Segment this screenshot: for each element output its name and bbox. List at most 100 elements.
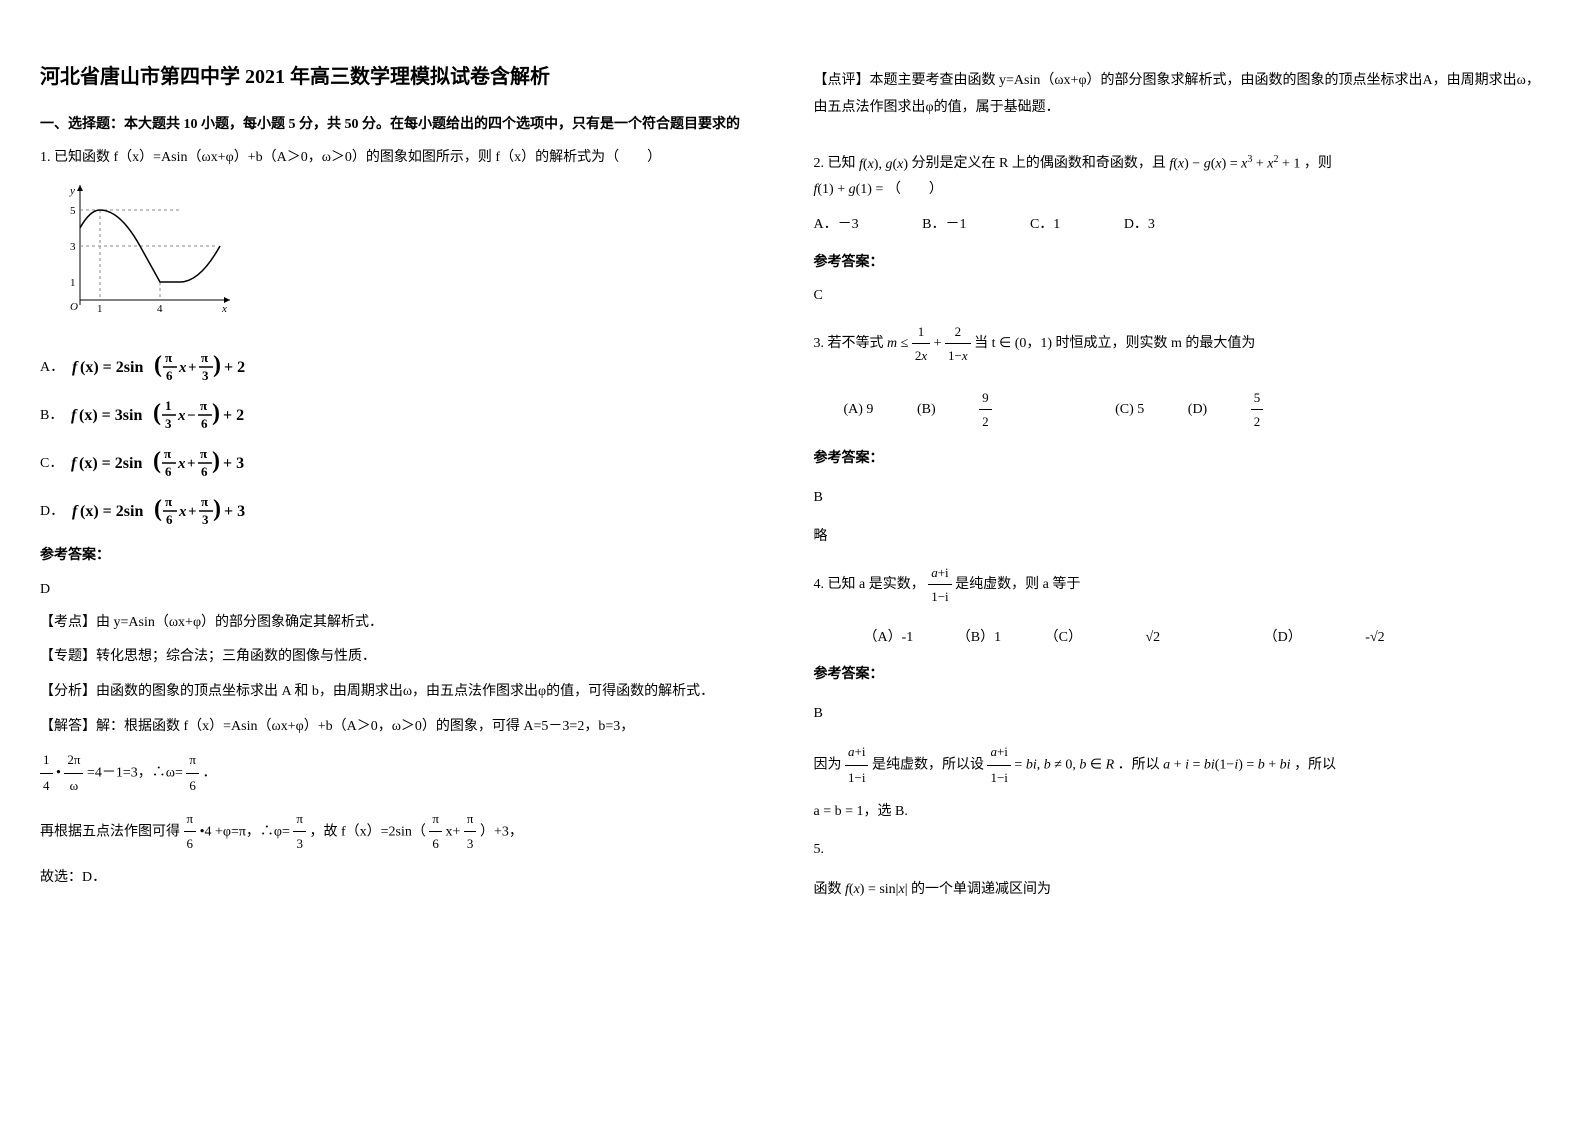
section-1-header: 一、选择题：本大题共 10 小题，每小题 5 分，共 50 分。在每小题给出的四…: [40, 113, 774, 133]
svg-text:(x) = 2sin: (x) = 2sin: [79, 455, 142, 472]
svg-text:x: x: [178, 504, 187, 520]
q1-comment: 【点评】本题主要考查由函数 y=Asin（ωx+φ）的部分图象求解析式，由函数的…: [814, 68, 1548, 121]
q1-optA-formula: f (x) = 2sin ( π 6 x + π 3 ) + 2: [72, 347, 262, 387]
svg-text:f: f: [71, 407, 78, 424]
svg-text:π: π: [201, 494, 208, 509]
q1-analysis-1: 【考点】由 y=Asin（ωx+φ）的部分图象确定其解析式．: [40, 610, 774, 637]
q4-choices: （A）-1 （B）1 （C） √2 （D） -√2: [864, 625, 1548, 650]
question-3: 3. 若不等式 m ≤ 12x + 21−x 当 t ∈ (0，1) 时恒成立，…: [814, 320, 1548, 549]
document-title: 河北省唐山市第四中学 2021 年高三数学理模拟试卷含解析: [40, 60, 774, 89]
q1-analysis-7: 故选：D．: [40, 865, 774, 892]
q3-suffix: 当 t ∈ (0，1) 时恒成立，则实数 m 的最大值为: [974, 336, 1255, 351]
times-4: •4: [200, 824, 212, 839]
q1-a6-mid3: x+: [445, 824, 463, 839]
q3-optB-prefix: (B): [917, 397, 936, 422]
q4-optA: （A）-1: [864, 625, 914, 650]
svg-text:3: 3: [202, 368, 209, 383]
svg-text:6: 6: [166, 512, 173, 527]
frac-5-2: 52: [1251, 386, 1304, 434]
svg-text:3: 3: [165, 416, 172, 431]
q3-optD-prefix: (D): [1188, 397, 1207, 422]
q5-prefix: 函数: [814, 882, 846, 897]
q1-a5-suffix: =4－1=3，∴ω=: [87, 766, 186, 781]
q1-optB-formula: f (x) = 3sin ( 1 3 x − π 6 ) + 2: [71, 395, 261, 435]
q3-optD: (D) 52: [1188, 386, 1343, 434]
q3-answer-label: 参考答案：: [814, 446, 1548, 471]
q4-optD: （D） -√2: [1264, 625, 1445, 650]
neg-sqrt2: -√2: [1365, 625, 1384, 650]
q4-solution: 因为 a+i1−i 是纯虚数，所以设 a+i1−i = bi, b ≠ 0, b…: [814, 740, 1548, 790]
q4-optB: （B）1: [957, 625, 1001, 650]
q1-option-a: A． f (x) = 2sin ( π 6 x + π 3 ) + 2: [40, 347, 774, 387]
right-column: 【点评】本题主要考查由函数 y=Asin（ωx+φ）的部分图象求解析式，由函数的…: [814, 60, 1548, 1062]
svg-text:+ 3: + 3: [224, 503, 245, 520]
q2-stem: 2. 已知 f(x), g(x) 分别是定义在 R 上的偶函数和奇函数，且 f(…: [814, 151, 1548, 177]
q4-optC: （C） √2: [1045, 625, 1221, 650]
q4-stem: 4. 已知 a 是实数， a+i1−i 是纯虚数，则 a 等于: [814, 561, 1548, 609]
svg-text:6: 6: [165, 464, 172, 479]
q4-suffix: 是纯虚数，则 a 等于: [955, 577, 1080, 592]
svg-text:O: O: [70, 301, 78, 313]
svg-text:+ 2: + 2: [223, 407, 244, 424]
svg-text:π: π: [165, 494, 172, 509]
q2-choices: A．－3 B．－1 C．1 D．3: [814, 212, 1548, 237]
q1-analysis-5: 14 • 2πω =4－1=3，∴ω= π6 ．: [40, 748, 774, 798]
q1-optB-label: B．: [40, 403, 63, 428]
q1-stem: 1. 已知函数 f（x）=Asin（ωx+φ）+b（A＞0，ω＞0）的图象如图所…: [40, 145, 774, 170]
svg-text:f: f: [72, 359, 79, 376]
q2-optD: D．3: [1124, 212, 1155, 237]
svg-text:): ): [212, 448, 220, 474]
svg-text:): ): [212, 400, 220, 426]
svg-text:6: 6: [166, 368, 173, 383]
svg-text:−: −: [187, 408, 196, 424]
q1-optC-label: C．: [40, 451, 63, 476]
frac-pi-3-a: π3: [293, 807, 306, 857]
svg-text:π: π: [165, 350, 172, 365]
q2-stem-line2: f(1) + g(1) = （ ）: [814, 177, 1548, 202]
frac-pi-6-b: π6: [184, 807, 197, 857]
svg-text:3: 3: [202, 512, 209, 527]
q1-optD-label: D．: [40, 499, 64, 524]
q2-eq: f(x) − g(x) = x3 + x2 + 1: [1169, 151, 1300, 177]
q4-sol-mid1: 是纯虚数，所以设: [872, 758, 988, 773]
q2-f1g1: f(1) + g(1): [814, 177, 872, 202]
q4-sol-mid3: ，所以: [1294, 758, 1336, 773]
svg-text:6: 6: [201, 464, 208, 479]
q2-optC: C．1: [1030, 212, 1060, 237]
q1-answer: D: [40, 577, 774, 602]
q2-answer-label: 参考答案：: [814, 250, 1548, 275]
q3-optC: (C) 5: [1115, 397, 1144, 422]
svg-text:π: π: [164, 446, 171, 461]
q4-prefix: 4. 已知 a 是实数，: [814, 577, 925, 592]
q3-choices: (A) 9 (B) 92 (C) 5 (D) 52: [844, 386, 1548, 434]
q3-note: 略: [814, 524, 1548, 549]
svg-text:x: x: [177, 408, 186, 424]
svg-text:1: 1: [165, 398, 172, 413]
svg-text:1: 1: [97, 303, 103, 315]
q4-sol-prefix: 因为: [814, 758, 846, 773]
svg-text:(x) = 2sin: (x) = 2sin: [80, 359, 143, 376]
frac-9-2: 92: [979, 386, 1032, 434]
q3-stem: 3. 若不等式 m ≤ 12x + 21−x 当 t ∈ (0，1) 时恒成立，…: [814, 320, 1548, 368]
q1-optA-label: A．: [40, 355, 64, 380]
svg-text:6: 6: [201, 416, 208, 431]
question-5: 5. 函数 f(x) = sin|x| 的一个单调递减区间为: [814, 837, 1548, 902]
q1-analysis-6: 再根据五点法作图可得 π6 •4 +φ=π，∴φ= π3 ，故 f（x）=2si…: [40, 807, 774, 857]
svg-text:1: 1: [70, 277, 76, 289]
q3-optB: (B) 92: [917, 386, 1072, 434]
q4-optD-prefix: （D）: [1264, 625, 1302, 650]
q2-prefix: 2. 已知: [814, 156, 856, 171]
svg-text:5: 5: [70, 205, 76, 217]
question-1: 1. 已知函数 f（x）=Asin（ωx+φ）+b（A＞0，ω＞0）的图象如图所…: [40, 145, 774, 891]
q1-a6-mid2: ，故 f（x）=2sin（: [309, 824, 425, 839]
q1-a6-prefix: 再根据五点法作图可得: [40, 824, 184, 839]
q4-solution-2: a = b = 1，选 B.: [814, 799, 1548, 826]
q2-optB: B．－1: [922, 212, 966, 237]
svg-text:+ 3: + 3: [223, 455, 244, 472]
q1-analysis-4: 【解答】解：根据函数 f（x）=Asin（ωx+φ）+b（A＞0，ω＞0）的图象…: [40, 714, 774, 741]
left-column: 河北省唐山市第四中学 2021 年高三数学理模拟试卷含解析 一、选择题：本大题共…: [40, 60, 774, 1062]
q5-stem-2: 函数 f(x) = sin|x| 的一个单调递减区间为: [814, 877, 1548, 902]
q1-optC-formula: f (x) = 2sin ( π 6 x + π 6 ) + 3: [71, 443, 261, 483]
q3-answer: B: [814, 485, 1548, 510]
svg-text:(: (: [154, 496, 162, 522]
